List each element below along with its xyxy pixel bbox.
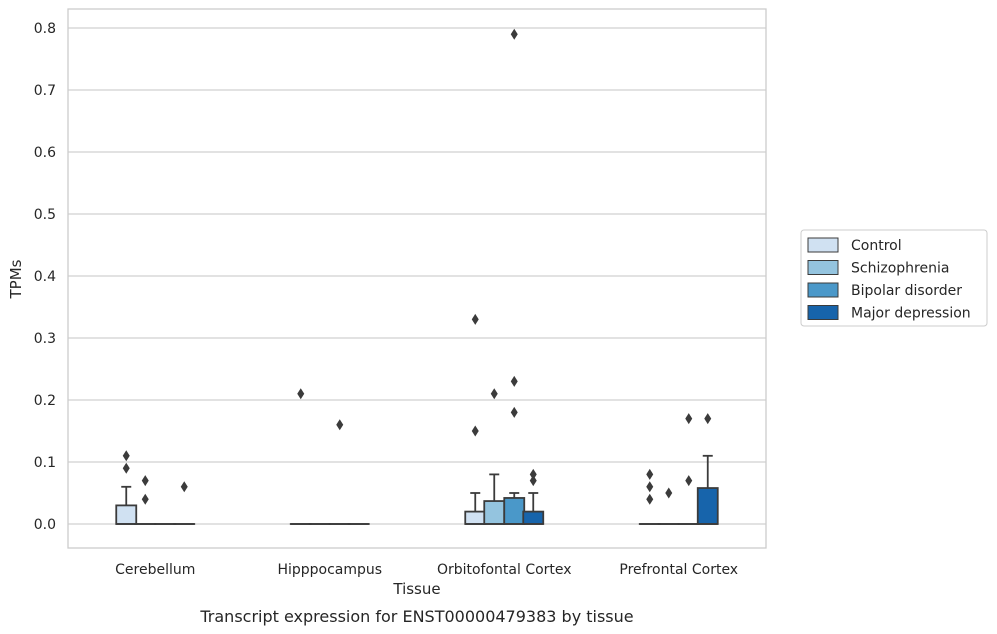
legend: Control Schizophrenia Bipolar disorder Majo… [800, 229, 988, 327]
outlier-point [180, 481, 188, 493]
outlier-point [529, 468, 537, 480]
y-tick-label: 0.4 [34, 269, 56, 285]
box-1-1 [115, 450, 138, 525]
legend-label: Control [851, 238, 902, 254]
x-tick-labels: Cerebellum Hipppocampus Orbitofontal Corte… [115, 562, 738, 578]
box-3-4 [522, 468, 545, 525]
outlier-point [336, 419, 344, 431]
legend-swatch [807, 260, 839, 275]
outlier-point [490, 388, 498, 400]
y-tick-label: 0.5 [34, 207, 56, 223]
y-tick-labels: 0.0 0.1 0.2 0.3 0.4 0.5 0.6 0.7 0.8 [34, 21, 56, 533]
outlier-point [646, 468, 654, 480]
outlier-point [122, 450, 130, 462]
outlier-point [529, 475, 537, 487]
outlier-point [297, 388, 305, 400]
box-series [115, 28, 719, 525]
box-2-3 [328, 419, 351, 525]
legend-label: Schizophrenia [851, 261, 949, 277]
y-axis-label: TPMs [7, 259, 25, 299]
plot-frame [67, 8, 767, 549]
y-tick-label: 0.6 [34, 145, 56, 161]
outlier-point [510, 375, 518, 387]
outlier-point [685, 413, 693, 425]
box-body [115, 504, 138, 525]
y-tick-label: 0.7 [34, 83, 56, 99]
box-body [522, 510, 545, 525]
outlier-point [510, 406, 518, 418]
box-2-1 [289, 388, 312, 525]
box-3-3 [503, 28, 526, 525]
legend-swatch [807, 282, 839, 298]
outlier-point [471, 313, 479, 325]
outlier-point [141, 475, 149, 487]
box-4-4 [696, 413, 719, 525]
outlier-point [122, 462, 130, 474]
box-body [483, 500, 506, 525]
y-tick-label: 0.2 [34, 393, 56, 409]
legend-label: Major depression [851, 306, 971, 322]
outlier-point [665, 487, 673, 499]
y-tick-label: 0.8 [34, 21, 56, 37]
outlier-point [646, 481, 654, 493]
gridlines [68, 27, 766, 525]
box-body [503, 497, 526, 525]
figure-caption: Transcript expression for ENST0000047938… [199, 607, 633, 626]
legend-label: Bipolar disorder [851, 283, 962, 299]
outlier-point [510, 28, 518, 40]
box-1-4 [173, 481, 196, 525]
y-tick-label: 0.3 [34, 331, 56, 347]
x-tick-label: Hipppocampus [277, 562, 382, 578]
box-4-2 [657, 487, 680, 525]
y-tick-label: 0.1 [34, 455, 56, 471]
outlier-point [471, 425, 479, 437]
x-tick-label: Cerebellum [115, 562, 195, 578]
box-body [696, 487, 719, 525]
box-4-3 [677, 413, 700, 525]
legend-swatch [807, 305, 839, 320]
box-4-1 [638, 468, 661, 525]
outlier-point [646, 493, 654, 505]
box-3-1 [464, 313, 487, 525]
x-axis-label: Tissue [392, 580, 440, 598]
box-body [464, 510, 487, 525]
x-tick-label: Prefrontal Cortex [619, 562, 738, 578]
outlier-point [141, 493, 149, 505]
box-1-2 [134, 475, 157, 525]
outlier-point [704, 413, 712, 425]
y-tick-label: 0.0 [34, 517, 56, 533]
legend-swatch [807, 237, 839, 253]
legend-frame [800, 229, 988, 327]
x-tick-label: Orbitofontal Cortex [437, 562, 572, 578]
box-3-2 [483, 388, 506, 525]
outlier-point [685, 475, 693, 487]
